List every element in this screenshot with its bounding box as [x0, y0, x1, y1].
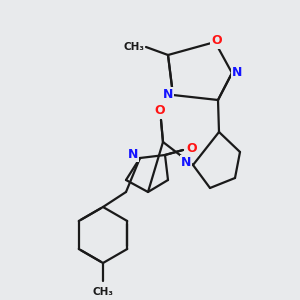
Text: N: N: [163, 88, 173, 101]
Text: N: N: [232, 67, 242, 80]
Text: O: O: [187, 142, 197, 154]
Text: N: N: [181, 157, 191, 169]
Text: N: N: [128, 148, 138, 160]
Text: CH₃: CH₃: [123, 42, 144, 52]
Text: O: O: [155, 103, 165, 116]
Text: O: O: [212, 34, 222, 47]
Text: CH₃: CH₃: [92, 287, 113, 297]
